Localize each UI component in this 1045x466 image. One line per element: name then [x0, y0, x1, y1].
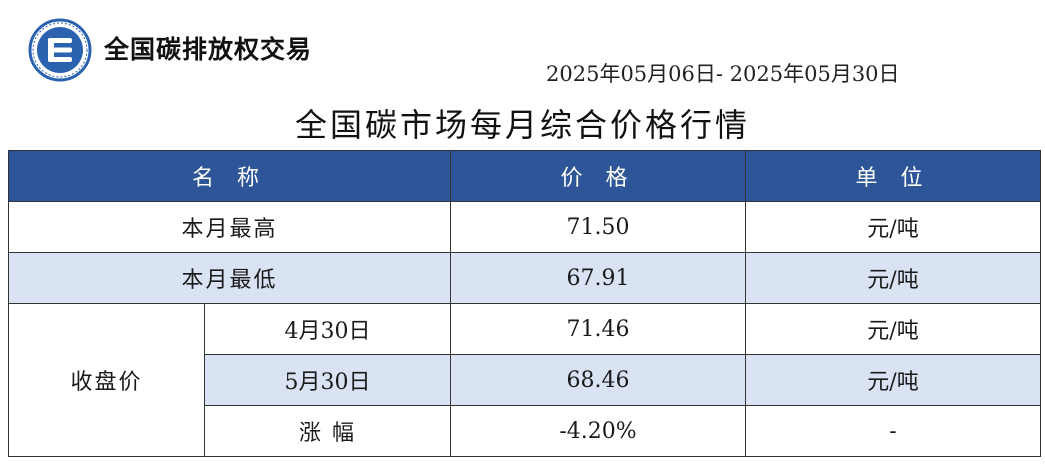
table-row: 本月最低 67.91 元/吨 — [8, 252, 1041, 304]
carbon-exchange-logo-icon — [28, 18, 92, 82]
table-header-row: 名 称 价 格 单 位 — [8, 150, 1041, 202]
row-label-month-high: 本月最高 — [8, 201, 451, 253]
column-header-price: 价 格 — [450, 150, 746, 202]
price-table: 名 称 价 格 单 位 本月最高 71.50 元/吨 本月最低 67.91 元/… — [8, 150, 1041, 457]
column-header-name: 名 称 — [8, 150, 451, 202]
unit-close-apr: 元/吨 — [745, 303, 1041, 355]
row-label-change: 涨 幅 — [204, 405, 451, 457]
price-close-apr: 71.46 — [450, 303, 746, 355]
row-group-label-close: 收盘价 — [8, 303, 205, 457]
unit-month-low: 元/吨 — [745, 252, 1041, 304]
unit-change: - — [745, 405, 1041, 457]
row-label-close-may: 5月30日 — [204, 354, 451, 406]
row-label-month-low: 本月最低 — [8, 252, 451, 304]
price-close-may: 68.46 — [450, 354, 746, 406]
table-row: 5月30日 68.46 元/吨 — [9, 354, 1041, 406]
table-row: 本月最高 71.50 元/吨 — [8, 201, 1041, 253]
page-title: 全国碳市场每月综合价格行情 — [294, 106, 750, 144]
price-change: -4.20% — [450, 405, 746, 457]
table-row: 涨 幅 -4.20% - — [9, 405, 1041, 457]
column-header-unit: 单 位 — [745, 150, 1041, 202]
table-row: 收盘价 4月30日 71.46 元/吨 — [8, 303, 1041, 457]
price-month-high: 71.50 — [450, 201, 746, 253]
brand-name: 全国碳排放权交易 — [104, 35, 313, 64]
price-month-low: 67.91 — [450, 252, 746, 304]
date-range: 2025年05月06日- 2025年05月30日 — [546, 62, 900, 86]
unit-close-may: 元/吨 — [745, 354, 1041, 406]
unit-month-high: 元/吨 — [745, 201, 1041, 253]
row-label-close-apr: 4月30日 — [204, 303, 451, 355]
